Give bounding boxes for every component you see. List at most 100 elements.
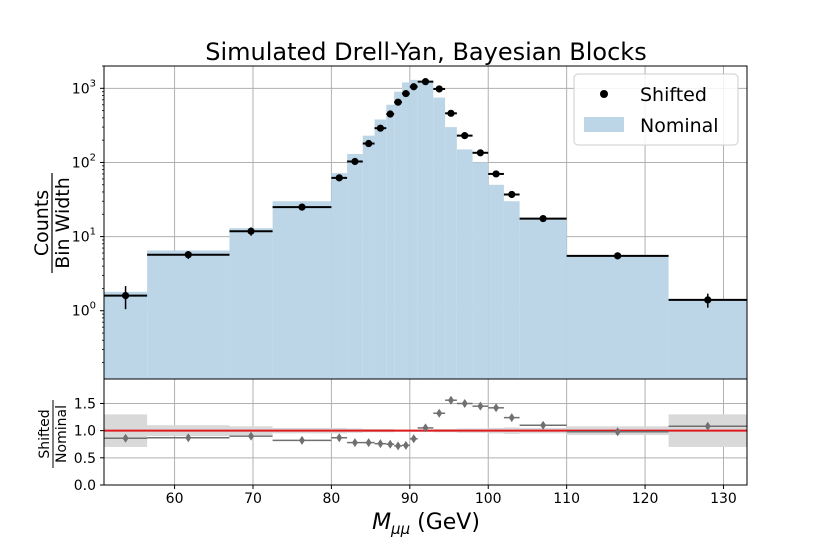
legend-shifted-marker <box>600 90 608 98</box>
ratio-point <box>336 433 343 443</box>
ratio-point <box>248 431 255 441</box>
ratio-point <box>387 439 394 449</box>
ratio-tick-label: 1.5 <box>74 396 96 412</box>
shifted-point <box>476 149 484 157</box>
x-tick-label: 130 <box>710 491 737 507</box>
ratio-plot-frame <box>103 378 748 486</box>
ratio-point <box>402 440 409 450</box>
shifted-point <box>394 98 402 106</box>
ratio-point <box>704 421 711 431</box>
shifted-point <box>247 227 255 235</box>
shifted-point <box>351 157 359 166</box>
x-tick-label: 120 <box>632 491 659 507</box>
x-tick-label: 60 <box>166 491 184 507</box>
ratio-tick-label: 1.0 <box>74 424 96 440</box>
shifted-point <box>614 252 622 260</box>
legend-nominal-patch <box>584 117 624 132</box>
y-tick-label: 103 <box>72 78 96 97</box>
shifted-point <box>539 214 547 223</box>
ratio-y-axis-label: Shifted Nominal <box>37 400 70 468</box>
main-plot-area: 100 101 102 103 <box>72 65 748 380</box>
legend-shifted-label: Shifted <box>640 84 707 106</box>
shifted-point <box>298 203 306 211</box>
ratio-point <box>540 420 547 430</box>
shifted-point <box>492 170 500 178</box>
ratio-point <box>436 408 443 418</box>
nominal-bar <box>394 91 402 379</box>
shifted-point <box>121 291 130 300</box>
ratio-point <box>365 438 372 448</box>
ratio-point <box>447 395 454 405</box>
ratio-ylabel-denominator: Nominal <box>54 405 70 463</box>
nominal-bar <box>488 184 504 379</box>
nominal-bar <box>272 201 332 379</box>
legend: Shifted Nominal <box>573 73 739 146</box>
ratio-point <box>614 427 621 437</box>
shifted-point <box>421 78 430 86</box>
legend-nominal-label: Nominal <box>640 115 719 137</box>
main-y-axis-label: Counts Bin Width <box>31 173 74 273</box>
nominal-bar <box>433 97 446 379</box>
y-tick-label: 101 <box>72 227 96 246</box>
x-ticks: 60 70 80 90 100 110 120 130 <box>166 485 737 507</box>
shifted-point <box>447 109 455 117</box>
ratio-point <box>508 413 515 423</box>
nominal-histogram <box>104 79 747 380</box>
ratio-point <box>185 433 192 443</box>
x-axis-label-symbol: M <box>372 510 391 535</box>
shifted-point <box>461 132 469 140</box>
ratio-ylabel-numerator: Shifted <box>37 409 53 458</box>
ratio-points <box>104 395 747 451</box>
x-tick-label: 80 <box>322 491 340 507</box>
ylabel-denominator: Bin Width <box>52 177 74 269</box>
main-y-ticks: 100 101 102 103 <box>72 65 104 363</box>
shifted-point <box>402 89 410 98</box>
x-tick-label: 100 <box>475 491 502 507</box>
nominal-bar <box>668 299 747 379</box>
nominal-bar <box>331 173 348 379</box>
ratio-point <box>377 439 384 449</box>
shifted-points <box>104 78 747 310</box>
shifted-point <box>376 124 385 132</box>
nominal-bar <box>445 127 457 379</box>
x-tick-label: 110 <box>553 491 580 507</box>
chart-title: Simulated Drell-Yan, Bayesian Blocks <box>205 38 646 66</box>
nominal-bar <box>374 119 387 379</box>
ratio-point <box>477 401 484 411</box>
y-tick-label: 102 <box>72 152 96 171</box>
shifted-point <box>704 296 712 304</box>
ratio-plot-area: 0.0 0.5 1.0 1.5 60 70 80 90 100 110 120 130 <box>74 378 748 507</box>
ratio-point <box>395 441 402 451</box>
shifted-point <box>184 251 192 259</box>
ratio-tick-label: 0.0 <box>74 478 96 494</box>
nominal-bar <box>362 135 375 379</box>
nominal-bar <box>472 162 489 379</box>
x-axis-label-subscript: μμ <box>390 520 410 538</box>
ratio-y-ticks: 0.0 0.5 1.0 1.5 <box>74 396 104 494</box>
ylabel-numerator: Counts <box>31 190 53 256</box>
nominal-bar <box>347 154 363 379</box>
nominal-bar <box>386 104 395 379</box>
ratio-point <box>351 438 358 448</box>
ratio-point <box>410 434 417 444</box>
ratio-point <box>493 403 500 413</box>
shifted-point <box>335 174 343 182</box>
ratio-point <box>461 398 468 408</box>
nominal-bar <box>229 228 273 379</box>
shifted-point <box>365 139 373 148</box>
nominal-bar <box>147 250 230 379</box>
ratio-point <box>422 423 429 433</box>
x-axis-label-unit: (GeV) <box>410 510 480 535</box>
nominal-bar <box>409 79 418 380</box>
nominal-bar <box>401 82 410 380</box>
nominal-bar <box>417 82 434 380</box>
nominal-bar <box>566 255 669 379</box>
nominal-bar <box>519 219 567 379</box>
nominal-bar <box>503 201 520 379</box>
y-tick-label: 100 <box>72 301 96 320</box>
x-tick-label: 90 <box>401 491 419 507</box>
ratio-tick-label: 0.5 <box>74 451 96 467</box>
shifted-point <box>410 83 418 91</box>
ratio-point <box>122 433 129 443</box>
